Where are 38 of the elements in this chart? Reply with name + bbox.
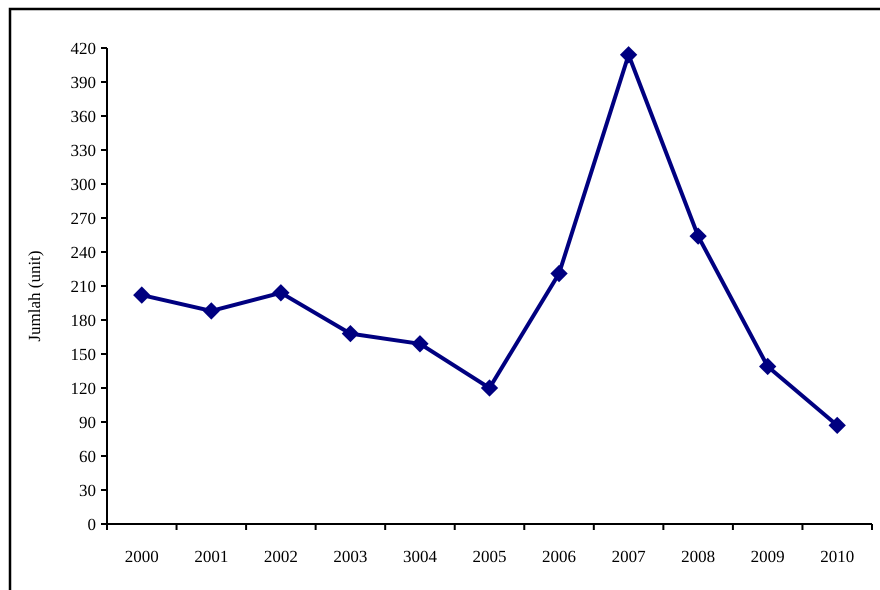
y-tick-label: 120 — [70, 378, 96, 398]
point — [689, 227, 707, 245]
y-tick-label: 420 — [70, 38, 96, 58]
x-tick-label: 3004 — [402, 547, 438, 566]
y-tick-label: 210 — [70, 276, 96, 296]
y-tick-label: 30 — [79, 480, 96, 500]
y-tick-label: 180 — [70, 310, 96, 330]
y-tick-label: 90 — [79, 412, 96, 432]
x-tick-label: 2000 — [124, 547, 159, 566]
point — [342, 324, 360, 342]
y-tick-label: 330 — [70, 140, 96, 160]
x-tick-label: 2005 — [472, 547, 506, 566]
x-tick-label: 2007 — [612, 547, 646, 566]
point — [828, 416, 846, 434]
y-tick-label: 150 — [70, 344, 96, 364]
y-axis-title: Jumlah (unit) — [25, 250, 44, 342]
x-tick-label: 2006 — [542, 547, 576, 566]
point — [272, 284, 290, 302]
y-tick-label: 360 — [70, 106, 96, 126]
y-tick-label: 270 — [70, 208, 96, 228]
point — [202, 302, 220, 320]
point — [550, 264, 568, 282]
x-tick-label: 2002 — [264, 547, 298, 566]
point — [133, 286, 150, 304]
y-tick-label: 300 — [70, 174, 96, 194]
point — [411, 335, 429, 352]
point — [480, 379, 498, 397]
y-tick-label: 0 — [88, 514, 96, 534]
y-tick-label: 60 — [79, 446, 96, 466]
x-tick-label: 2009 — [750, 547, 785, 566]
y-tick-label: 240 — [70, 242, 96, 262]
point — [759, 358, 776, 376]
x-tick-label: 2001 — [194, 547, 228, 566]
y-tick-label: 390 — [70, 72, 96, 92]
x-tick-label: 2010 — [820, 547, 854, 566]
x-tick-label: 2008 — [681, 547, 716, 566]
point — [620, 46, 638, 64]
x-tick-label: 2003 — [333, 547, 368, 566]
